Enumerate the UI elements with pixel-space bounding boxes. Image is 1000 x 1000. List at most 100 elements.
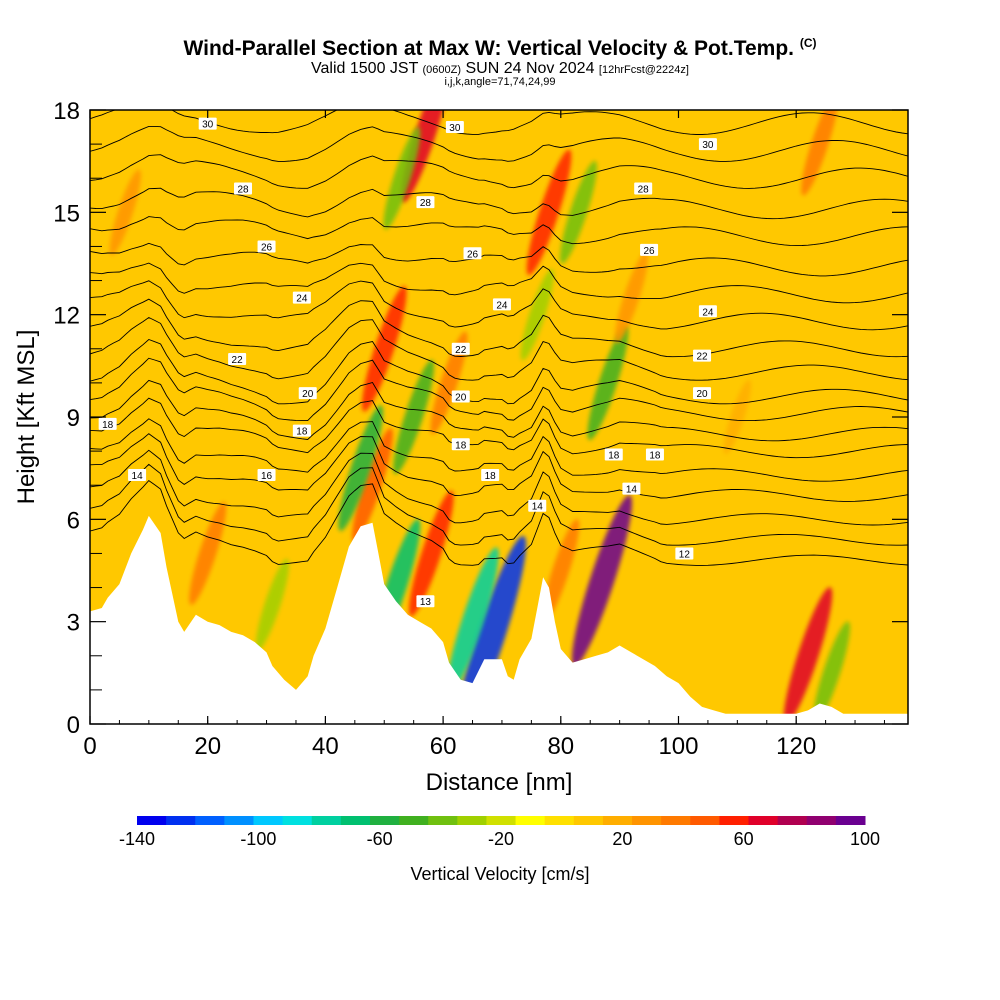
velocity-cell bbox=[408, 490, 454, 617]
colorbar-swatch bbox=[166, 816, 196, 825]
colorbar-tick-label: -60 bbox=[367, 829, 393, 849]
contour-line bbox=[90, 154, 908, 189]
contour-line bbox=[90, 479, 908, 566]
colorbar-swatch bbox=[602, 816, 633, 825]
contour-line bbox=[90, 418, 908, 482]
contour-line bbox=[90, 433, 908, 502]
contour-label-box bbox=[98, 417, 117, 430]
velocity-cell bbox=[542, 519, 580, 622]
contour-label: 20 bbox=[455, 393, 467, 404]
x-axis-label: Distance [nm] bbox=[426, 769, 573, 796]
contour-line bbox=[90, 449, 908, 526]
colorbar-swatch bbox=[515, 816, 546, 825]
colorbar-tick-label: -20 bbox=[488, 829, 514, 849]
velocity-cell bbox=[812, 621, 850, 724]
contour-label: 22 bbox=[696, 352, 708, 363]
x-tick-label: 100 bbox=[658, 733, 698, 760]
contour-label: 26 bbox=[261, 242, 273, 253]
contour-label-box bbox=[292, 291, 311, 304]
contour-labels: 30 30 30 28 28 28 26 26 26 24 24 24 22 22 22 20 20 20 18 18… bbox=[98, 117, 717, 608]
contour-label: 12 bbox=[679, 549, 691, 560]
velocity-cell bbox=[109, 169, 141, 256]
colorbar-swatch bbox=[690, 816, 720, 825]
contour-label: 22 bbox=[455, 345, 467, 356]
contour-label: 30 bbox=[202, 120, 214, 131]
contour-label: 18 bbox=[455, 440, 467, 451]
colorbar-swatch bbox=[544, 816, 575, 825]
forecast-info: [12hrFcst@2224z] bbox=[598, 64, 689, 76]
contour-label-box bbox=[128, 468, 147, 481]
contour-label-box bbox=[492, 298, 511, 311]
contour-label: 18 bbox=[296, 427, 308, 438]
contour-line bbox=[90, 187, 908, 220]
colorbar-swatch bbox=[719, 816, 750, 825]
colorbar-swatch bbox=[632, 816, 662, 825]
contour-label-box bbox=[228, 353, 247, 366]
contour-label: 18 bbox=[649, 451, 661, 462]
y-tick-label: 9 bbox=[67, 405, 80, 432]
contour-label-box bbox=[292, 424, 311, 437]
contour-label-box bbox=[416, 595, 435, 608]
colorbar-tick-label: 100 bbox=[850, 829, 880, 849]
colorbar-swatch bbox=[399, 816, 429, 825]
contour-line bbox=[90, 216, 908, 247]
contour-line bbox=[90, 110, 908, 135]
contour-line bbox=[90, 397, 908, 459]
colorbar-swatch bbox=[311, 816, 342, 825]
colorbar-swatch bbox=[777, 816, 808, 825]
contour-label-box bbox=[234, 182, 253, 195]
colorbar-swatch bbox=[195, 816, 225, 825]
x-tick-label: 20 bbox=[194, 733, 221, 760]
x-axis: 0 20 40 60 80 100 120 bbox=[83, 110, 885, 760]
title-main: Wind-Parallel Section at Max W: Vertical… bbox=[183, 37, 794, 60]
contour-label: 26 bbox=[467, 249, 479, 260]
contour-label-box bbox=[451, 390, 470, 403]
colorbar-label: Vertical Velocity [cm/s] bbox=[410, 864, 589, 884]
y-axis: 0 3 6 9 12 15 18 bbox=[53, 98, 908, 739]
valid-prefix: Valid 1500 JST bbox=[311, 60, 419, 77]
contour-line bbox=[90, 242, 908, 277]
contour-label: 24 bbox=[296, 294, 308, 305]
contour-label: 14 bbox=[532, 502, 544, 513]
contour-label-box bbox=[298, 387, 317, 400]
velocity-cell bbox=[393, 359, 435, 475]
contour-line bbox=[90, 357, 908, 422]
velocity-cell bbox=[571, 495, 633, 667]
y-axis-label: Height [Kft MSL] bbox=[13, 330, 40, 505]
velocity-cell bbox=[430, 331, 468, 435]
chart-title: Wind-Parallel Section at Max W: Vertical… bbox=[0, 36, 1000, 61]
contour-label-box bbox=[463, 247, 482, 260]
y-tick-label: 12 bbox=[53, 303, 80, 330]
valid-date: SUN 24 Nov 2024 bbox=[465, 60, 595, 77]
contour-label: 18 bbox=[485, 471, 497, 482]
contour-label: 20 bbox=[696, 389, 708, 400]
y-tick-label: 0 bbox=[67, 712, 80, 739]
colorbar-swatch bbox=[661, 816, 691, 825]
y-tick-label: 18 bbox=[53, 98, 80, 125]
colorbar-swatch bbox=[835, 816, 866, 825]
contour-label: 24 bbox=[702, 307, 714, 318]
contour-label: 30 bbox=[449, 123, 461, 134]
contour-label-box bbox=[481, 468, 500, 481]
contour-label-box bbox=[698, 305, 717, 318]
contour-label-box bbox=[451, 342, 470, 355]
contour-label-box bbox=[257, 468, 276, 481]
contour-line bbox=[90, 262, 908, 304]
velocity-cell bbox=[723, 379, 752, 455]
velocity-cell bbox=[520, 268, 554, 361]
contour-label: 13 bbox=[420, 597, 432, 608]
contour-line bbox=[90, 463, 908, 546]
contour-label-box bbox=[645, 448, 664, 461]
x-tick-label: 80 bbox=[547, 733, 574, 760]
contour-label-box bbox=[445, 121, 464, 134]
contour-line bbox=[90, 379, 908, 442]
velocity-cell bbox=[361, 285, 407, 412]
contour-label-box bbox=[198, 117, 217, 130]
colorbar-tick-label: -100 bbox=[240, 829, 276, 849]
contour-label-box bbox=[634, 182, 653, 195]
velocity-cell bbox=[783, 587, 833, 724]
contour-label-box bbox=[257, 240, 276, 253]
contour-label-box bbox=[698, 138, 717, 151]
y-tick-label: 6 bbox=[67, 507, 80, 534]
